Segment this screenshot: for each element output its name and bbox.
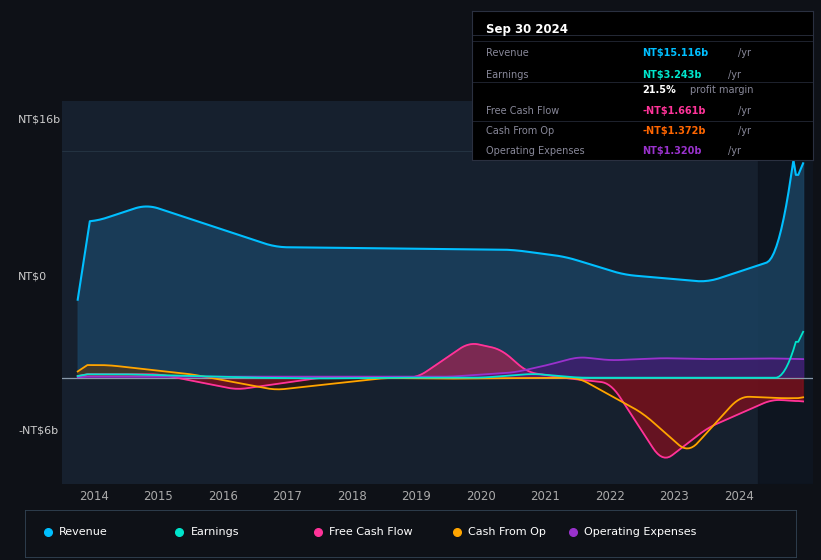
Text: /yr: /yr (728, 70, 741, 80)
Text: Cash From Op: Cash From Op (486, 127, 554, 137)
Text: NT$3.243b: NT$3.243b (643, 70, 702, 80)
Text: profit margin: profit margin (690, 85, 754, 95)
Text: Revenue: Revenue (59, 528, 108, 538)
Text: NT$15.116b: NT$15.116b (643, 48, 709, 58)
Text: Earnings: Earnings (190, 528, 239, 538)
Text: /yr: /yr (728, 146, 741, 156)
Text: /yr: /yr (738, 127, 751, 137)
Text: NT$1.320b: NT$1.320b (643, 146, 702, 156)
Text: NT$0: NT$0 (18, 272, 47, 282)
Text: /yr: /yr (738, 48, 751, 58)
Text: Operating Expenses: Operating Expenses (585, 528, 696, 538)
Text: -NT$1.372b: -NT$1.372b (643, 127, 706, 137)
Text: Free Cash Flow: Free Cash Flow (486, 106, 559, 115)
Text: 21.5%: 21.5% (643, 85, 677, 95)
Text: Cash From Op: Cash From Op (469, 528, 546, 538)
Text: -NT$1.661b: -NT$1.661b (643, 106, 706, 115)
Text: /yr: /yr (738, 106, 751, 115)
Text: Earnings: Earnings (486, 70, 528, 80)
Text: Sep 30 2024: Sep 30 2024 (486, 23, 567, 36)
Text: Free Cash Flow: Free Cash Flow (329, 528, 413, 538)
Text: NT$16b: NT$16b (18, 114, 62, 124)
Text: -NT$6b: -NT$6b (18, 425, 58, 435)
Text: Operating Expenses: Operating Expenses (486, 146, 585, 156)
Bar (758, 101, 816, 484)
Text: Revenue: Revenue (486, 48, 529, 58)
